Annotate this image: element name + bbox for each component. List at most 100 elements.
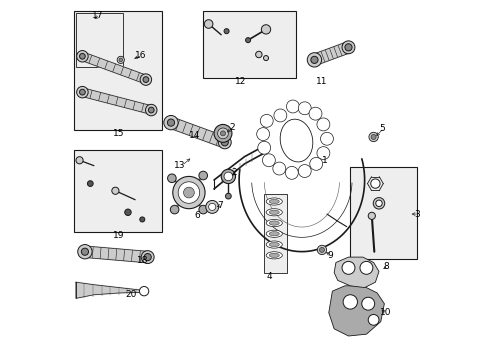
Circle shape <box>306 53 321 67</box>
Circle shape <box>224 29 228 34</box>
Text: 18: 18 <box>136 256 148 265</box>
Circle shape <box>316 147 329 159</box>
Text: 20: 20 <box>125 290 137 299</box>
Circle shape <box>208 203 215 211</box>
Ellipse shape <box>265 241 282 248</box>
Circle shape <box>320 132 333 145</box>
Text: 8: 8 <box>383 262 388 271</box>
Circle shape <box>308 107 321 120</box>
Polygon shape <box>333 257 378 288</box>
Circle shape <box>117 56 124 63</box>
Circle shape <box>221 139 228 146</box>
Ellipse shape <box>269 231 279 236</box>
Circle shape <box>221 169 235 184</box>
Circle shape <box>370 134 375 139</box>
Text: 19: 19 <box>112 231 124 240</box>
Circle shape <box>141 251 154 264</box>
Circle shape <box>298 165 310 177</box>
Ellipse shape <box>280 119 312 162</box>
Circle shape <box>199 171 207 180</box>
Ellipse shape <box>269 253 279 257</box>
Circle shape <box>319 247 324 252</box>
Text: 14: 14 <box>189 131 200 140</box>
Ellipse shape <box>265 230 282 237</box>
Circle shape <box>255 51 262 58</box>
Circle shape <box>112 187 119 194</box>
Circle shape <box>140 217 144 222</box>
Circle shape <box>359 261 372 274</box>
Circle shape <box>204 20 212 28</box>
Text: 9: 9 <box>326 251 332 260</box>
Bar <box>74 12 162 130</box>
Circle shape <box>124 209 131 216</box>
Circle shape <box>214 125 231 142</box>
Text: 6: 6 <box>194 211 199 220</box>
Circle shape <box>370 179 379 188</box>
Circle shape <box>87 181 93 186</box>
Circle shape <box>148 107 154 113</box>
Circle shape <box>341 41 354 54</box>
Circle shape <box>257 141 270 154</box>
Text: 3: 3 <box>414 210 419 219</box>
Text: 2: 2 <box>229 123 234 132</box>
Polygon shape <box>312 42 350 65</box>
Text: 16: 16 <box>135 51 146 60</box>
Circle shape <box>316 118 329 131</box>
Ellipse shape <box>269 199 279 204</box>
Polygon shape <box>169 117 226 148</box>
Circle shape <box>367 212 375 220</box>
Text: 15: 15 <box>112 129 124 138</box>
Circle shape <box>80 53 85 59</box>
Circle shape <box>341 261 354 274</box>
Text: 12: 12 <box>235 77 246 86</box>
Circle shape <box>217 128 228 139</box>
Polygon shape <box>76 282 144 298</box>
Text: 1: 1 <box>322 156 327 165</box>
Circle shape <box>167 174 176 183</box>
Bar <box>76 13 123 67</box>
Polygon shape <box>84 246 148 263</box>
Ellipse shape <box>269 221 279 225</box>
Circle shape <box>272 162 285 175</box>
Circle shape <box>263 55 268 60</box>
Circle shape <box>78 244 92 259</box>
Circle shape <box>245 38 250 42</box>
Circle shape <box>170 205 179 214</box>
Bar <box>74 149 162 232</box>
Circle shape <box>167 119 174 126</box>
Ellipse shape <box>265 198 282 205</box>
Circle shape <box>218 136 231 149</box>
Circle shape <box>77 50 88 62</box>
Circle shape <box>256 128 269 140</box>
Circle shape <box>145 104 157 116</box>
Text: 4: 4 <box>266 271 272 280</box>
Circle shape <box>372 198 384 209</box>
Text: 17: 17 <box>92 10 104 19</box>
Bar <box>264 194 286 273</box>
Circle shape <box>172 176 204 209</box>
Circle shape <box>76 157 83 164</box>
Polygon shape <box>81 88 152 114</box>
Circle shape <box>163 116 178 130</box>
Circle shape <box>260 114 273 127</box>
Circle shape <box>309 157 322 170</box>
Circle shape <box>298 102 310 115</box>
Circle shape <box>224 172 232 181</box>
Circle shape <box>317 245 326 255</box>
Circle shape <box>178 182 199 203</box>
Circle shape <box>77 86 88 98</box>
Ellipse shape <box>265 220 282 226</box>
Circle shape <box>343 295 357 309</box>
Polygon shape <box>81 52 147 84</box>
Circle shape <box>183 187 194 198</box>
Circle shape <box>139 287 148 296</box>
Circle shape <box>344 44 351 51</box>
Ellipse shape <box>265 252 282 259</box>
Circle shape <box>144 253 151 261</box>
Ellipse shape <box>269 242 279 247</box>
Circle shape <box>375 200 382 207</box>
Circle shape <box>368 132 378 141</box>
Circle shape <box>80 89 85 95</box>
Circle shape <box>361 297 374 310</box>
Circle shape <box>140 74 151 85</box>
